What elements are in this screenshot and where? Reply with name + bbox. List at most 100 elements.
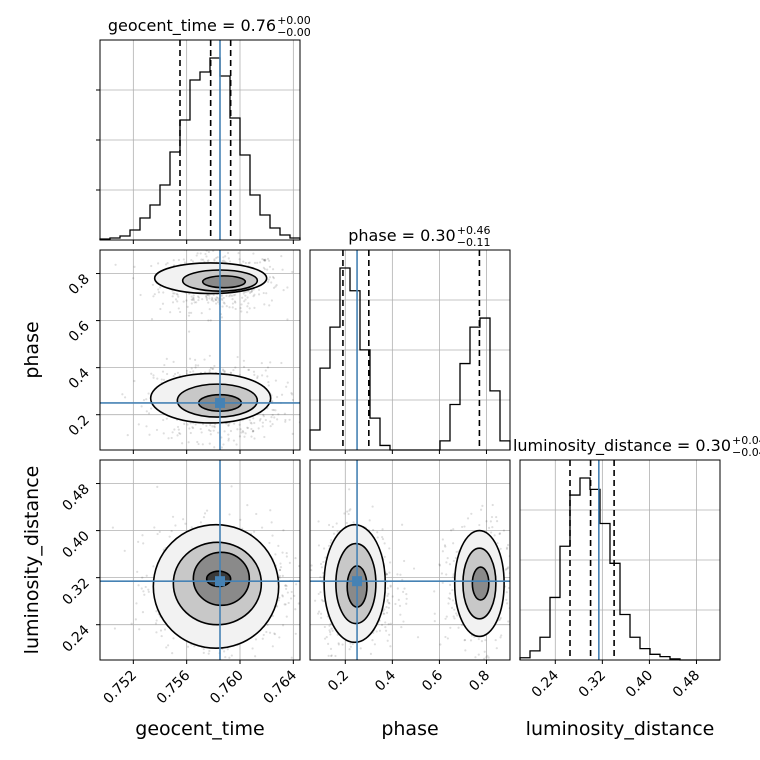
- sample-point: [324, 613, 326, 615]
- sample-point: [207, 301, 210, 304]
- sample-point: [266, 623, 269, 626]
- sample-point: [279, 562, 282, 565]
- sample-point: [385, 573, 389, 576]
- sample-point: [163, 363, 166, 367]
- sample-point: [290, 392, 293, 395]
- sample-point: [252, 429, 255, 432]
- sample-point: [138, 628, 141, 631]
- sample-point: [281, 595, 284, 598]
- sample-point: [182, 300, 185, 303]
- sample-point: [250, 427, 253, 431]
- y-tick-label-phase: 0.2: [66, 412, 93, 439]
- hist-panel-phase: phase = 0.30 +0.46−0.11: [309, 224, 511, 454]
- sample-point: [327, 654, 330, 657]
- sample-point: [222, 443, 225, 446]
- sample-point: [261, 637, 264, 640]
- sample-point: [382, 612, 385, 615]
- contour-line: [201, 275, 247, 289]
- sample-point: [266, 375, 269, 378]
- sample-point: [464, 649, 467, 652]
- sample-point: [169, 311, 172, 314]
- sample-point: [211, 425, 214, 428]
- sample-point: [403, 587, 406, 590]
- sample-point: [154, 622, 158, 625]
- title-plus-err: +0.04: [732, 434, 760, 447]
- sample-point: [517, 628, 519, 630]
- sample-point: [256, 375, 259, 378]
- sample-point: [248, 291, 252, 294]
- sample-point: [237, 251, 240, 255]
- sample-point: [505, 591, 508, 594]
- sample-point: [165, 646, 168, 649]
- sample-point: [493, 534, 496, 537]
- sample-point: [207, 250, 210, 254]
- sample-point: [159, 286, 162, 289]
- sample-point: [452, 528, 455, 531]
- sample-point: [320, 566, 323, 569]
- sample-point: [156, 485, 159, 489]
- sample-point: [253, 421, 256, 425]
- sample-point: [143, 593, 146, 596]
- sample-point: [268, 541, 271, 545]
- sample-point: [383, 612, 386, 615]
- sample-point: [334, 654, 337, 658]
- sample-point: [502, 529, 506, 532]
- sample-point: [285, 555, 288, 558]
- sample-point: [243, 300, 246, 303]
- panel-title-geocent_time: geocent_time = 0.76: [108, 16, 276, 36]
- sample-point: [335, 522, 338, 525]
- sample-point: [302, 597, 304, 599]
- sample-point: [250, 422, 253, 425]
- sample-point: [349, 645, 352, 648]
- sample-point: [222, 259, 225, 262]
- sample-point: [266, 366, 270, 369]
- sample-point: [348, 509, 351, 512]
- sample-point: [189, 370, 192, 374]
- sample-point: [226, 251, 230, 255]
- sample-point: [416, 636, 420, 639]
- sample-point: [222, 256, 225, 259]
- sample-point: [485, 520, 488, 523]
- sample-point: [248, 419, 251, 422]
- sample-point: [265, 292, 268, 295]
- sample-point: [190, 526, 193, 529]
- sample-point: [294, 632, 297, 635]
- sample-point: [243, 247, 245, 249]
- sample-point: [210, 455, 212, 457]
- sample-point: [330, 539, 333, 542]
- sample-point: [445, 561, 448, 564]
- sample-point: [398, 604, 402, 607]
- sample-point: [188, 311, 191, 314]
- sample-point: [262, 258, 265, 261]
- sample-point: [264, 418, 267, 422]
- sample-point: [448, 597, 452, 601]
- sample-point: [461, 525, 464, 529]
- sample-point: [271, 534, 274, 537]
- sample-point: [255, 512, 258, 516]
- scatter-panel-geocent_time-luminosity_distance: [96, 459, 326, 664]
- sample-point: [230, 654, 233, 657]
- scatter-area: [100, 247, 300, 457]
- sample-point: [176, 425, 180, 429]
- sample-point: [246, 426, 249, 429]
- sample-point: [466, 517, 470, 520]
- sample-point: [191, 426, 194, 429]
- sample-point: [264, 369, 267, 372]
- sample-point: [405, 602, 408, 605]
- sample-point: [203, 358, 206, 361]
- sample-point: [272, 277, 275, 280]
- sample-point: [150, 318, 154, 321]
- sample-point: [193, 645, 196, 648]
- sample-point: [239, 518, 242, 521]
- sample-point: [220, 446, 223, 449]
- sample-point: [263, 303, 266, 306]
- sample-point: [494, 638, 497, 642]
- sample-point: [352, 521, 355, 524]
- sample-point: [346, 510, 349, 513]
- sample-point: [380, 623, 384, 626]
- sample-point: [137, 423, 140, 426]
- sample-point: [282, 529, 285, 532]
- sample-point: [452, 615, 455, 618]
- sample-point: [470, 512, 473, 515]
- sample-point: [172, 375, 175, 378]
